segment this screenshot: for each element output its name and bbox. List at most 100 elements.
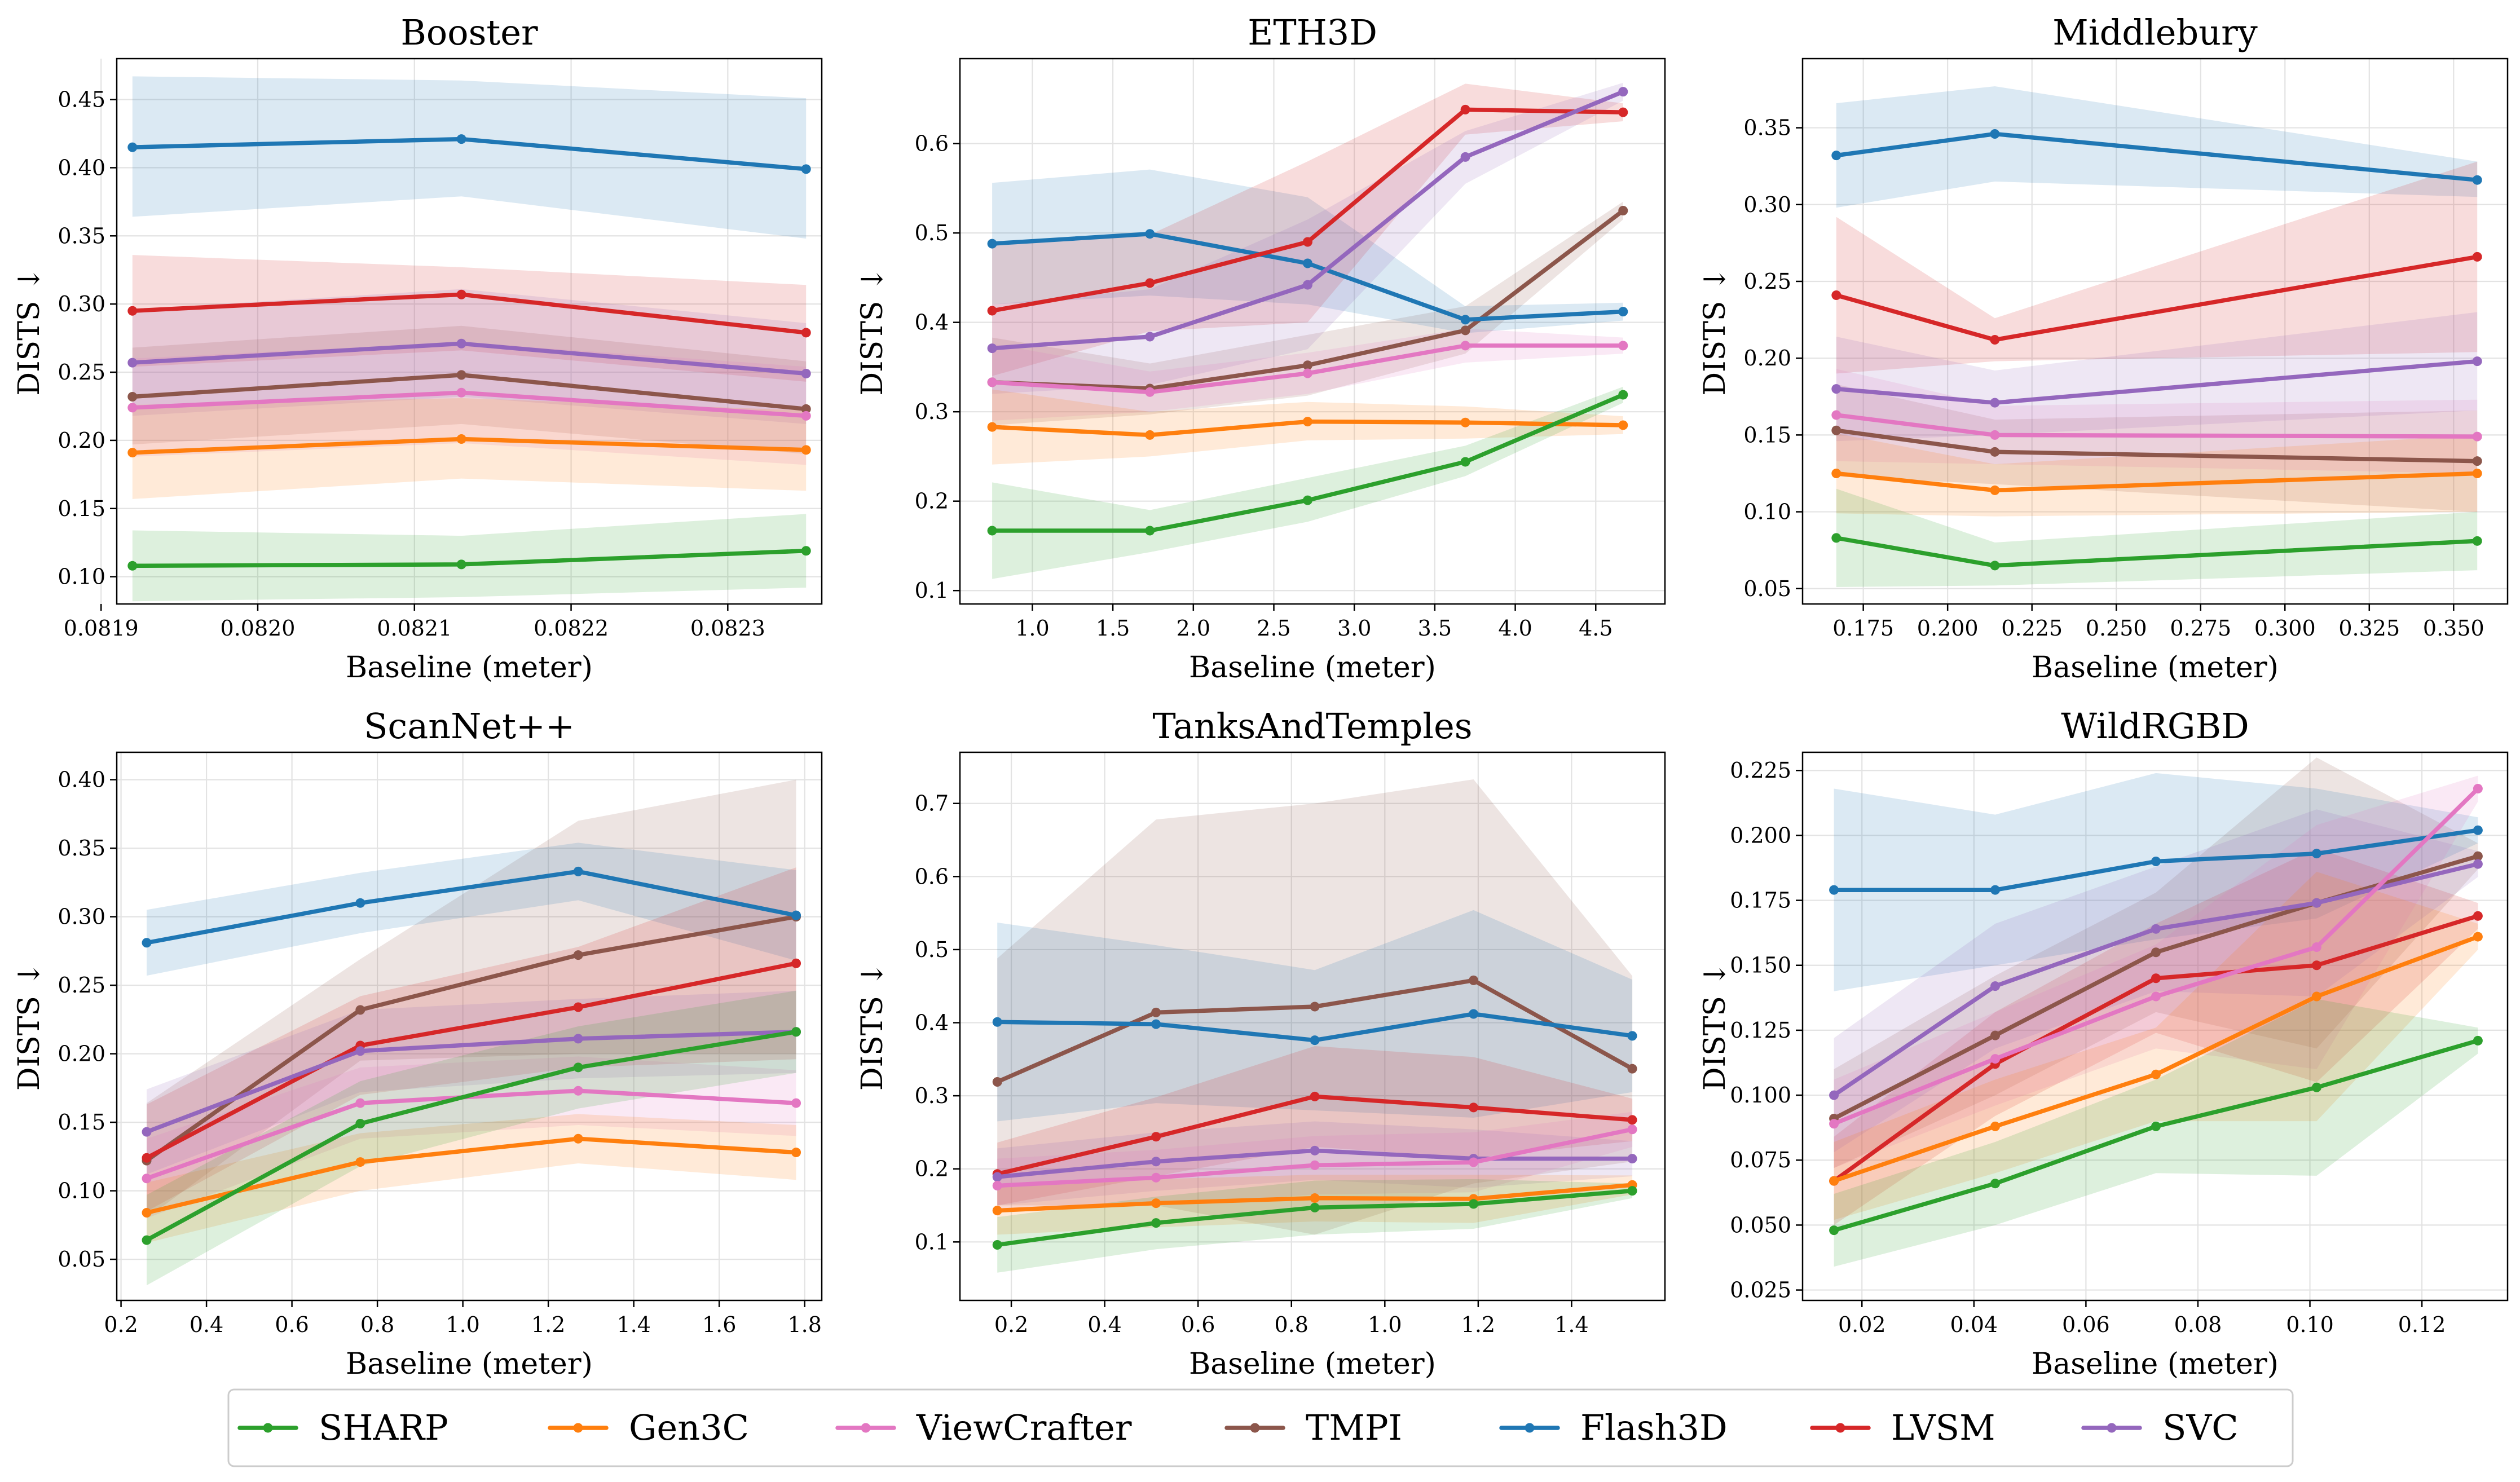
x-tick-label: 1.0: [446, 1312, 479, 1337]
y-tick-label: 0.35: [58, 223, 105, 248]
point-flash3d: [127, 142, 138, 152]
point-sharp: [2311, 1082, 2321, 1092]
panel-middlebury-title: Middlebury: [2052, 12, 2258, 53]
x-tick-label: 2.0: [1177, 616, 1210, 641]
panel-wildrgbd: 0.02 0.04 0.06 0.08 0.10 0.12 0.025 0.050 0.075 0…: [1698, 705, 2509, 1381]
point-tmpi: [456, 370, 466, 380]
point-flash3d: [992, 1017, 1002, 1027]
series-sharp: [127, 546, 811, 571]
point-gen3c: [791, 1148, 801, 1158]
point-svc: [1990, 398, 2000, 408]
panel-wildrgbd-xlabel: Baseline (meter): [2032, 1347, 2279, 1381]
panel-middlebury-frame: [1801, 58, 2509, 605]
point-sharp: [1302, 495, 1312, 505]
legend-label-tmpi: TMPI: [1306, 1407, 1402, 1448]
x-tick-label: 0.04: [1950, 1312, 1998, 1337]
line-tmpi: [144, 914, 799, 1163]
point-gen3c: [142, 1207, 152, 1218]
point-tmpi: [1618, 205, 1628, 215]
x-tick-label: 0.4: [1087, 1312, 1121, 1337]
series-flash3d: [1831, 129, 2482, 185]
point-viewcrafter: [2311, 942, 2321, 952]
point-gen3c: [1829, 1176, 1839, 1186]
panel-tanksandtemples: 0.2 0.4 0.6 0.8 1.0 1.2 1.4 0.1 0.2 0.3 0.4 0.5 0.6 0…: [856, 705, 1666, 1381]
series-viewcrafter: [1831, 410, 2482, 442]
point-svc: [1990, 981, 2001, 991]
series-svc: [987, 87, 1628, 354]
x-tick-label: 1.2: [1461, 1312, 1495, 1337]
y-tick-label: 0.1: [915, 578, 949, 603]
point-gen3c: [987, 422, 997, 432]
point-lvsm: [2311, 960, 2321, 971]
panel-booster: 0.0819 0.0820 0.0821 0.0822 0.0823 0.10 0.15 0.…: [12, 12, 823, 685]
panel-booster-lines: [127, 134, 811, 571]
series-viewcrafter: [992, 1124, 1637, 1191]
point-svc: [1618, 87, 1628, 97]
band-viewcrafter: [1836, 369, 2478, 474]
y-tick-label: 0.30: [58, 905, 105, 929]
y-tick-label: 0.20: [1743, 346, 1791, 370]
x-tick-label: 0.6: [1181, 1312, 1215, 1337]
band-sharp: [147, 990, 796, 1286]
x-tick-label: 0.0823: [690, 616, 765, 641]
y-tick-label: 0.10: [1743, 500, 1791, 524]
point-viewcrafter: [801, 411, 811, 421]
point-svc: [355, 1046, 365, 1056]
band-flash3d: [147, 843, 796, 976]
point-sharp: [1310, 1202, 1320, 1212]
point-sharp: [801, 546, 811, 556]
point-sharp: [1627, 1186, 1637, 1196]
point-lvsm: [127, 306, 138, 316]
series-gen3c: [1831, 468, 2482, 495]
point-sharp: [1829, 1225, 1839, 1236]
point-flash3d: [355, 898, 365, 908]
y-tick-label: 0.05: [58, 1247, 105, 1272]
point-gen3c: [1310, 1193, 1320, 1203]
series-lvsm: [987, 104, 1628, 316]
point-flash3d: [2472, 175, 2482, 185]
point-lvsm: [987, 306, 997, 316]
series-gen3c: [127, 434, 811, 458]
x-tick-label: 0.8: [360, 1312, 394, 1337]
legend-marker-viewcrafter: [861, 1423, 871, 1433]
y-tick-label: 0.175: [1730, 888, 1791, 913]
panel-booster-xlabel: Baseline (meter): [346, 651, 593, 685]
point-flash3d: [1831, 151, 1841, 161]
band-lvsm: [1836, 161, 2478, 374]
series-viewcrafter: [1829, 783, 2483, 1129]
point-gen3c: [2472, 468, 2482, 478]
point-svc: [2473, 859, 2483, 869]
y-tick-label: 0.20: [58, 1042, 105, 1066]
x-tick-label: 3.0: [1337, 616, 1371, 641]
point-flash3d: [1145, 229, 1155, 239]
point-tmpi: [1627, 1064, 1637, 1074]
panel-tanksandtemples-lines: [992, 975, 1637, 1250]
point-flash3d: [1618, 307, 1628, 317]
x-tick-label: 0.275: [2170, 616, 2231, 641]
x-tick-label: 0.250: [2086, 616, 2147, 641]
line-flash3d: [144, 869, 799, 945]
panel-scannet: 0.2 0.4 0.6 0.8 1.0 1.2 1.4 1.6 1.8 0.05 0.10 0.15 0…: [12, 705, 823, 1381]
y-tick-label: 0.35: [1743, 116, 1791, 140]
legend-item-tmpi: TMPI: [1224, 1407, 1402, 1448]
point-viewcrafter: [791, 1098, 801, 1108]
y-tick-label: 0.4: [915, 1011, 949, 1035]
point-viewcrafter: [1460, 341, 1470, 351]
panel-booster-ylabel: DISTS ↓: [12, 267, 46, 395]
point-flash3d: [456, 134, 466, 144]
series-lvsm: [127, 289, 811, 338]
y-tick-label: 0.20: [58, 428, 105, 453]
y-tick-label: 0.075: [1730, 1148, 1791, 1172]
y-tick-label: 0.35: [58, 836, 105, 861]
panel-tanksandtemples-title: TanksAndTemples: [1152, 705, 1472, 747]
point-flash3d: [1151, 1019, 1161, 1029]
point-tmpi: [127, 392, 138, 402]
point-lvsm: [1302, 237, 1312, 247]
point-sharp: [2472, 536, 2482, 546]
point-svc: [573, 1034, 583, 1044]
point-gen3c: [992, 1206, 1002, 1216]
panel-booster-bands: [132, 76, 807, 602]
panel-eth3d-lines: [987, 87, 1628, 536]
panel-wildrgbd-lines: [1829, 783, 2483, 1236]
